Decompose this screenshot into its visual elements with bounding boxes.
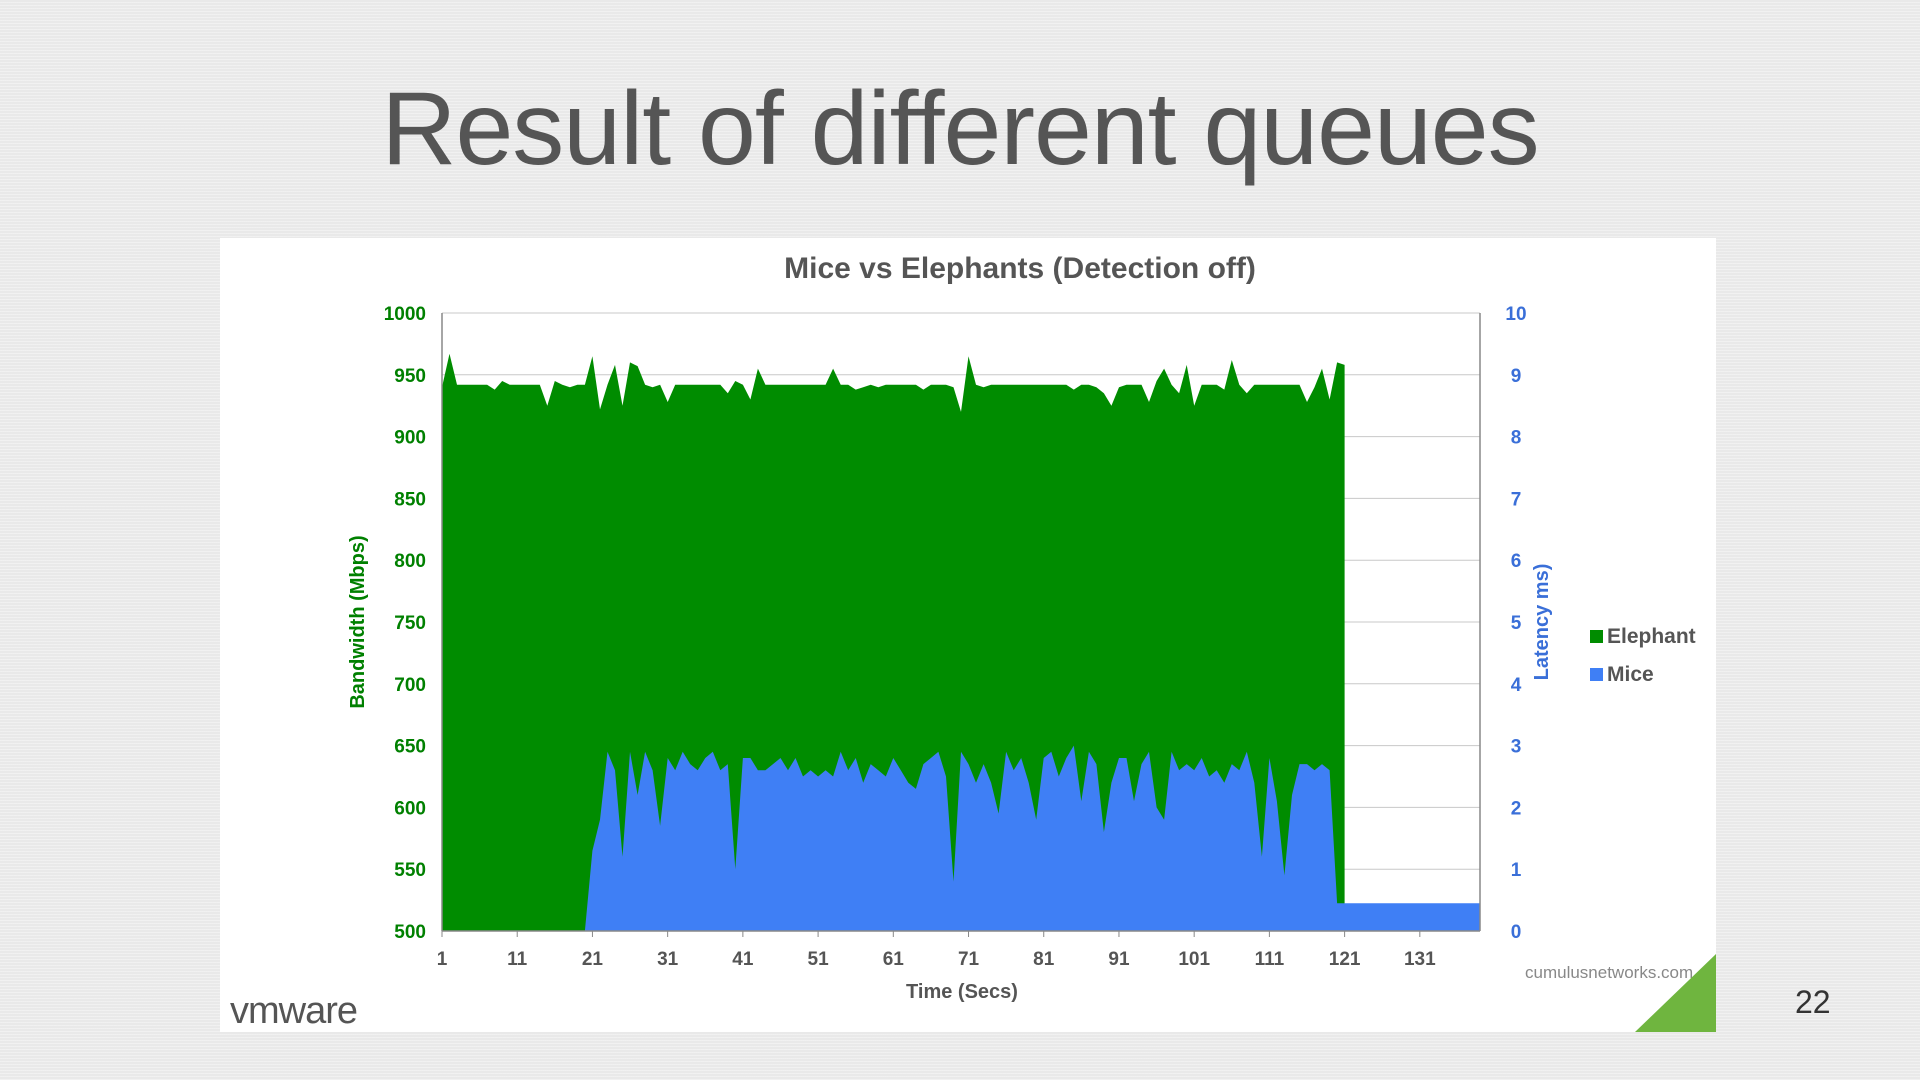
y-tick-label: 1000 xyxy=(384,304,426,325)
legend: Elephant Mice xyxy=(1590,625,1696,686)
y-tick-label: 700 xyxy=(394,675,426,696)
legend-label-elephant: Elephant xyxy=(1607,625,1696,648)
series-area-mice xyxy=(442,745,1480,931)
legend-swatch-elephant xyxy=(1590,630,1603,643)
y-tick-label: 550 xyxy=(394,860,426,881)
y-tick-label: 600 xyxy=(394,798,426,819)
x-tick-label: 11 xyxy=(507,949,528,970)
x-tick-label: 121 xyxy=(1329,949,1361,970)
x-tick-label: 111 xyxy=(1255,949,1285,970)
y2-tick-label: 1 xyxy=(1511,860,1522,881)
axis-layer xyxy=(441,313,1481,937)
y2-axis-title: Latency ms) xyxy=(1531,564,1553,681)
vmware-logo: vmware xyxy=(230,990,358,1032)
y2-tick-label: 5 xyxy=(1511,613,1522,634)
y2-tick-label: 4 xyxy=(1511,675,1522,696)
y2-tick-label: 6 xyxy=(1511,551,1522,572)
x-tick-label: 61 xyxy=(883,949,905,970)
x-tick-label: 51 xyxy=(808,949,830,970)
x-tick-label: 31 xyxy=(657,949,679,970)
y2-tick-label: 9 xyxy=(1511,366,1522,387)
chart-panel: 500 550 600 650 700 750 800 850 900 950 1000 0 1 2 3 4 5… xyxy=(220,238,1716,1032)
y2-tick-label: 7 xyxy=(1511,489,1522,510)
slide-number: 22 xyxy=(1795,984,1831,1020)
y-tick-label: 900 xyxy=(394,428,426,449)
x-tick-label: 41 xyxy=(732,949,754,970)
y-tick-label: 650 xyxy=(394,737,426,758)
y-tick-label: 950 xyxy=(394,366,426,387)
x-tick-label: 101 xyxy=(1178,949,1210,970)
x-tick-label: 131 xyxy=(1404,949,1436,970)
chart-title: Mice vs Elephants (Detection off) xyxy=(784,252,1256,285)
y2-tick-label: 0 xyxy=(1511,922,1522,943)
y-tick-label: 850 xyxy=(394,489,426,510)
credit-text: cumulusnetworks.com xyxy=(1525,963,1693,982)
y2-tick-label: 3 xyxy=(1511,737,1522,758)
slide-title: Result of different queues xyxy=(381,71,1539,187)
y-tick-label: 800 xyxy=(394,551,426,572)
corner-accent xyxy=(1635,954,1716,1032)
legend-label-mice: Mice xyxy=(1607,663,1654,686)
x-tick-label: 91 xyxy=(1108,949,1130,970)
y2-tick-label: 8 xyxy=(1511,428,1522,449)
chart-svg: 500 550 600 650 700 750 800 850 900 950 1000 0 1 2 3 4 5… xyxy=(347,252,1716,1032)
y2-tick-label: 2 xyxy=(1511,798,1522,819)
x-axis-title: Time (Secs) xyxy=(906,981,1018,1003)
x-tick-label: 21 xyxy=(582,949,604,970)
x-tick-label: 81 xyxy=(1033,949,1055,970)
y2-tick-label: 10 xyxy=(1505,304,1526,325)
x-tick-label: 1 xyxy=(437,949,448,970)
y-tick-label: 500 xyxy=(394,922,426,943)
label-layer: 500 550 600 650 700 750 800 850 900 950 1000 0 1 2 3 4 5… xyxy=(347,252,1716,1032)
legend-swatch-mice xyxy=(1590,668,1603,681)
x-tick-label: 71 xyxy=(958,949,980,970)
y-axis-title: Bandwidth (Mbps) xyxy=(347,535,369,708)
series-area-layer xyxy=(442,353,1480,931)
y-tick-label: 750 xyxy=(394,613,426,634)
